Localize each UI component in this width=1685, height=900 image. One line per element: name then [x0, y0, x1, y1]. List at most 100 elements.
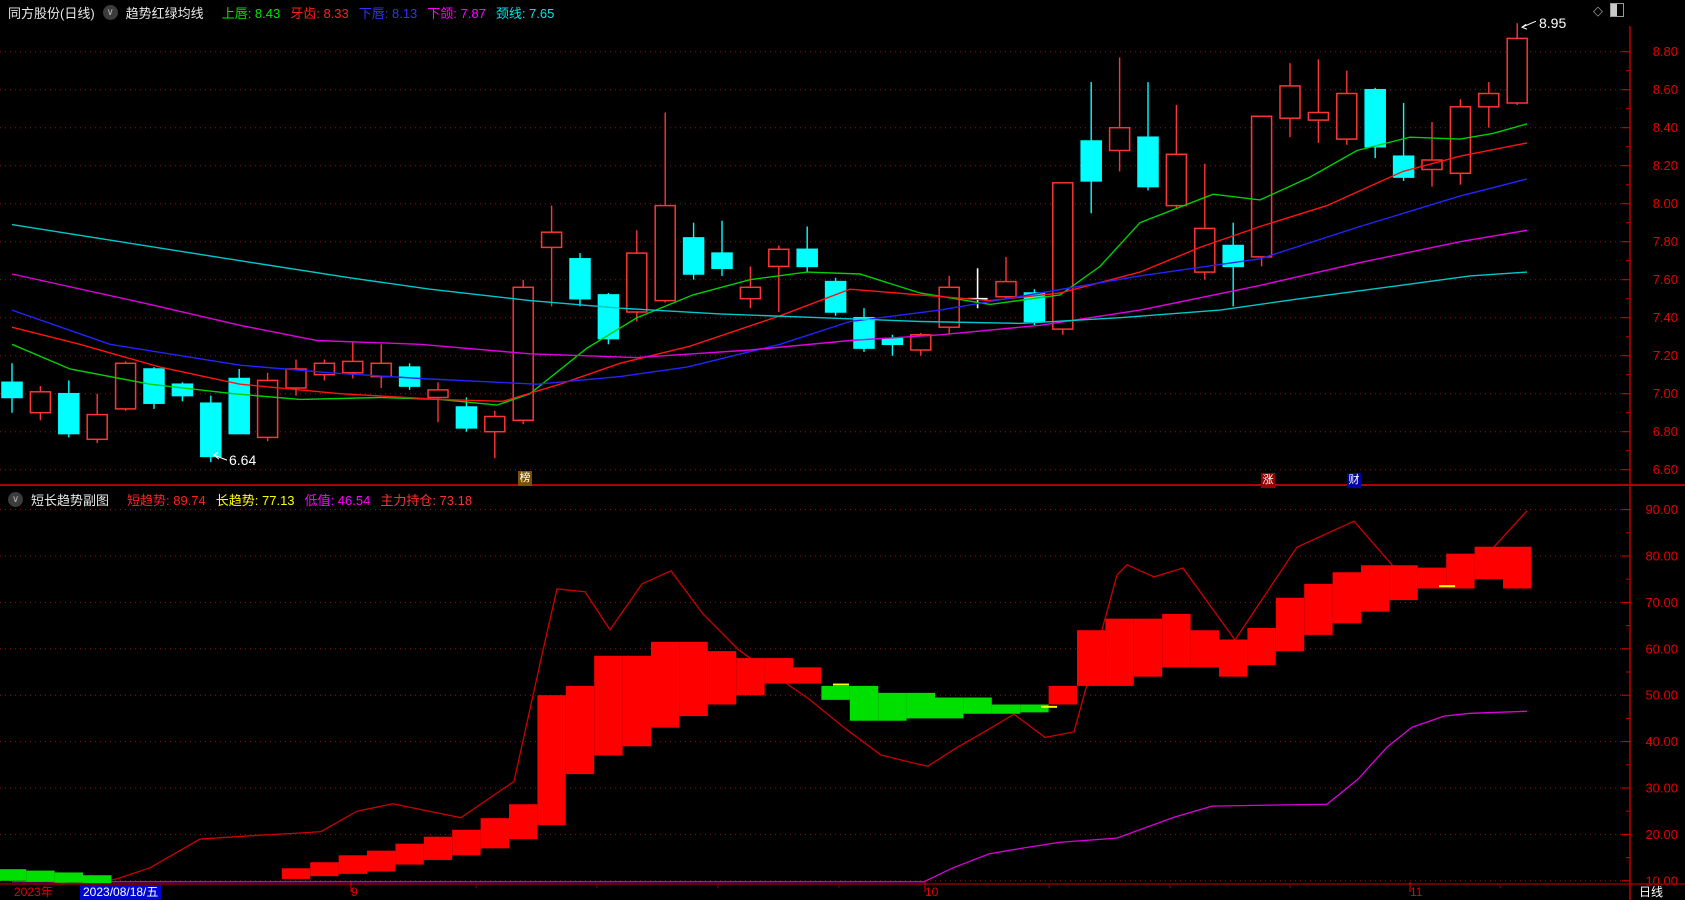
candle: [114, 361, 137, 411]
trend-stair-bar: [906, 692, 935, 719]
candle: [853, 308, 875, 352]
price-tick-label: 7.80: [1653, 234, 1678, 249]
candle: [1137, 82, 1159, 191]
trend-stair-bar: [1219, 639, 1248, 677]
candle: [796, 226, 818, 273]
candle: [597, 293, 620, 345]
candle: [427, 382, 449, 423]
stock-title: 同方股份(日线): [8, 6, 95, 21]
trend-stair-bar: [1077, 630, 1106, 686]
trend-stair-bar: [1105, 618, 1134, 686]
trend-stair-bar: [26, 870, 55, 882]
trend-stair-bar: [395, 843, 424, 865]
candle: [824, 277, 847, 316]
trend-stair-bar: [736, 658, 765, 696]
collapse-chevron-icon[interactable]: ∨: [102, 5, 118, 20]
trend-stair-bar: [83, 875, 112, 884]
trend-stair-bar: [480, 818, 509, 849]
trend-stair-bar: [1304, 583, 1333, 635]
candle: [569, 253, 591, 307]
trend-stair-bar: [1247, 627, 1276, 666]
trend-stair-bar: [1048, 685, 1077, 705]
candle: [1108, 57, 1131, 172]
candle: [285, 359, 307, 396]
candle: [171, 382, 194, 402]
event-marker-badge[interactable]: 榜: [518, 471, 532, 486]
trend-stair-bar: [0, 869, 27, 881]
trend-stair-bar: [281, 868, 311, 879]
candle: [370, 344, 392, 388]
diamond-tool-icon[interactable]: ◇: [1593, 2, 1603, 18]
indicator-panel: [0, 509, 1630, 885]
indicator-readout: 长趋势: 77.13: [215, 493, 295, 508]
candle: [711, 220, 733, 276]
candle: [1478, 82, 1500, 128]
candle: [58, 380, 80, 438]
trend-stair-bar: [1332, 572, 1361, 624]
trend-stair-bar: [565, 685, 595, 775]
candle: [626, 230, 648, 322]
event-marker-badge[interactable]: 涨: [1261, 473, 1275, 488]
price-tick-label: 7.00: [1653, 386, 1678, 401]
value-tick-label: 60.00: [1645, 641, 1678, 656]
trend-stair-bar: [679, 641, 708, 717]
candle: [398, 363, 421, 390]
svg-text:8.95: 8.95: [1539, 15, 1566, 31]
candle: [1052, 182, 1074, 335]
trend-stair-bar: [1020, 704, 1049, 713]
month-tick-label: 11: [1410, 885, 1423, 899]
month-tick-label: 9: [351, 885, 358, 899]
svg-text:6.64: 6.64: [229, 452, 256, 468]
year-label: 2023年: [14, 885, 53, 899]
price-tick-label: 7.40: [1653, 310, 1678, 325]
trend-stair-bar: [793, 667, 822, 684]
candle: [1449, 99, 1472, 185]
price-tick-label: 8.80: [1653, 44, 1678, 59]
candle: [86, 393, 108, 444]
candle: [682, 222, 705, 280]
trend-stair-bar: [849, 685, 879, 721]
event-marker-badge[interactable]: 财: [1347, 473, 1361, 488]
candle: [1222, 222, 1244, 307]
trend-stair-bar: [1162, 614, 1191, 668]
candle: [484, 410, 506, 459]
date-axis[interactable]: 2023年 2023/08/18/五 9 10 11 日线: [0, 885, 1685, 900]
trend-stair-bar: [707, 651, 737, 705]
candle: [1307, 59, 1330, 143]
main-indicator-name: 趋势红绿均线: [125, 6, 204, 21]
candle: [938, 275, 960, 335]
price-tick-label: 8.60: [1653, 82, 1678, 97]
candle: [228, 369, 250, 435]
candle: [540, 205, 563, 307]
value-tick-label: 70.00: [1645, 595, 1678, 610]
indicator-readout: 低值: 46.54: [304, 493, 371, 508]
trend-stair-bar: [1133, 618, 1163, 677]
ma-line-下唇: [11, 178, 1528, 385]
indicator-readout: 牙齿: 8.33: [290, 6, 349, 21]
trend-stair-bar: [1275, 597, 1305, 652]
trend-stair-bar: [764, 658, 793, 684]
candle: [1336, 70, 1358, 145]
candle: [342, 342, 364, 379]
trend-stair-bar: [1446, 553, 1475, 589]
candle: [1279, 63, 1301, 138]
price-tick-label: 8.40: [1653, 120, 1678, 135]
indicator-readout: 颈线: 7.65: [495, 6, 555, 21]
trend-stair-bar: [310, 862, 339, 877]
trend-stair-bar: [509, 804, 538, 840]
indicator-value-readouts: 短趋势: 89.74 长趋势: 77.13 低值: 46.54 主力持仓: 73.18: [117, 490, 472, 509]
trend-stair-bar: [651, 641, 680, 728]
trend-stair-bar: [537, 695, 566, 826]
candle: [1250, 115, 1273, 267]
period-label: 日线: [1639, 885, 1664, 899]
split-panel-icon[interactable]: [1610, 3, 1624, 17]
value-tick-label: 50.00: [1645, 688, 1678, 703]
collapse-chevron-icon[interactable]: ∨: [8, 492, 23, 507]
ma-line-颈线: [11, 223, 1528, 325]
indicator-readout: 下颌: 7.87: [427, 6, 486, 21]
price-tick-label: 8.20: [1653, 158, 1678, 173]
trend-stair-bar: [452, 829, 481, 856]
candle: [256, 372, 279, 442]
